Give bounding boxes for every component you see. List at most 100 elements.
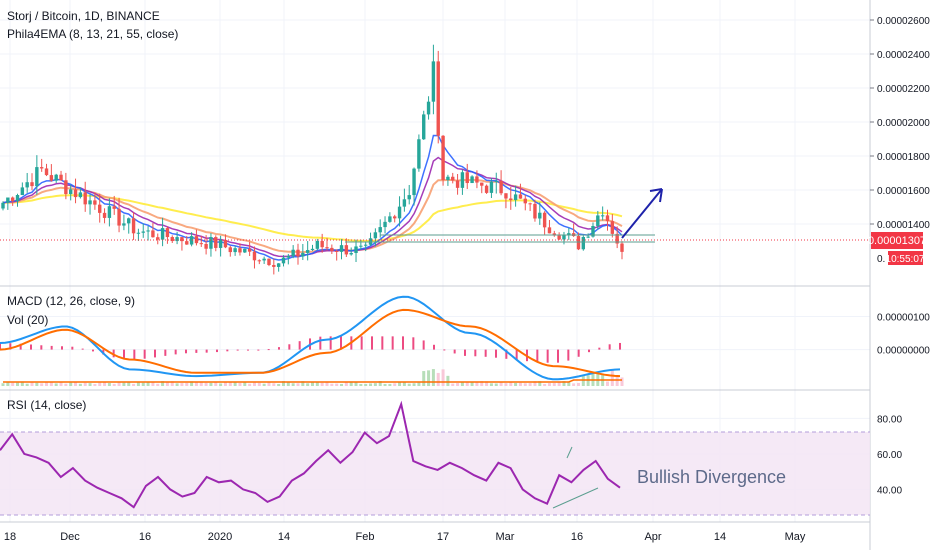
candle-body bbox=[93, 200, 97, 205]
candle-body bbox=[25, 182, 29, 188]
time-tick-label: 14 bbox=[714, 531, 726, 543]
volume-bar bbox=[335, 383, 339, 386]
candle-body bbox=[567, 233, 571, 235]
macd-hist-bar bbox=[61, 346, 63, 350]
rsi-band bbox=[0, 432, 870, 515]
price-tick-label: 0.00002000 bbox=[877, 118, 930, 129]
macd-tick-label: 0.00000100 bbox=[877, 312, 930, 323]
volume-bar bbox=[470, 382, 474, 386]
macd-hist-bar bbox=[557, 349, 559, 363]
candle-body bbox=[98, 204, 102, 213]
volume-bar bbox=[45, 381, 49, 386]
time-tick-label: Feb bbox=[356, 531, 375, 543]
candle-body bbox=[363, 244, 368, 246]
volume-bar bbox=[393, 383, 397, 386]
volume-bar bbox=[475, 381, 479, 386]
volume-bar bbox=[30, 382, 34, 386]
volume-bar bbox=[465, 381, 469, 386]
volume-bar bbox=[175, 383, 179, 386]
volume-bar bbox=[122, 382, 126, 386]
volume-bar bbox=[136, 381, 140, 386]
candle-body bbox=[131, 218, 136, 234]
volume-bar bbox=[533, 381, 537, 386]
candle-body bbox=[475, 176, 479, 183]
macd-hist-bar bbox=[381, 336, 384, 350]
macd-hist-bar bbox=[433, 344, 435, 350]
rsi-tick-label: 80.00 bbox=[877, 414, 902, 425]
candle-body bbox=[218, 239, 223, 248]
volume-bar bbox=[552, 383, 556, 386]
volume-bar bbox=[306, 383, 310, 386]
volume-bar bbox=[509, 381, 513, 386]
candle-body bbox=[455, 180, 460, 188]
vol-legend[interactable]: Vol (20) bbox=[7, 313, 49, 327]
macd-hist-bar bbox=[453, 349, 456, 354]
candle-body bbox=[610, 221, 615, 234]
volume-bar bbox=[233, 382, 237, 386]
candle-body bbox=[349, 252, 353, 255]
ema-legend[interactable]: Phila4EMA (8, 13, 21, 55, close) bbox=[7, 27, 179, 41]
volume-bar bbox=[572, 383, 576, 386]
volume-bar bbox=[127, 382, 131, 386]
volume-bar bbox=[518, 382, 522, 386]
candle-body bbox=[547, 227, 552, 234]
volume-bar bbox=[576, 382, 580, 386]
candle-body bbox=[15, 195, 20, 202]
candle-body bbox=[49, 175, 54, 181]
volume-bar bbox=[523, 383, 527, 386]
volume-bar bbox=[40, 383, 44, 386]
macd-hist-bar bbox=[185, 349, 187, 354]
candle-body bbox=[180, 237, 184, 242]
macd-hist-bar bbox=[515, 349, 518, 361]
symbol-legend[interactable]: Storj / Bitcoin, 1D, BINANCE bbox=[7, 9, 160, 23]
candle-body bbox=[44, 168, 49, 176]
volume-bar bbox=[489, 383, 493, 386]
volume-bar bbox=[557, 381, 561, 386]
candle-body bbox=[615, 233, 619, 244]
candle-body bbox=[6, 197, 10, 203]
candle-body bbox=[528, 203, 532, 205]
candle-body bbox=[441, 135, 445, 180]
volume-bar bbox=[35, 382, 39, 386]
candle-body bbox=[407, 195, 411, 200]
volume-bar bbox=[562, 381, 566, 386]
time-tick-label: 14 bbox=[278, 531, 290, 543]
candle-body bbox=[214, 237, 218, 248]
candle-body bbox=[170, 237, 174, 242]
volume-bar bbox=[378, 381, 382, 386]
candle-body bbox=[257, 260, 262, 262]
volume-bar bbox=[209, 382, 213, 386]
candle-body bbox=[281, 257, 286, 264]
candle-body bbox=[69, 189, 73, 195]
candle-body bbox=[78, 192, 83, 198]
candle-body bbox=[436, 61, 440, 136]
volume-bar bbox=[610, 370, 614, 386]
volume-bar bbox=[344, 381, 348, 386]
volume-bar bbox=[494, 383, 498, 386]
projection-arrow bbox=[621, 188, 663, 239]
candle-body bbox=[402, 199, 407, 207]
time-tick-label: May bbox=[785, 531, 806, 543]
macd-hist-bar bbox=[412, 337, 415, 350]
macd-legend[interactable]: MACD (12, 26, close, 9) bbox=[7, 294, 136, 308]
volume-bar bbox=[78, 383, 82, 386]
time-tick-label: Mar bbox=[496, 531, 515, 543]
candle-body bbox=[83, 192, 87, 205]
rsi-legend[interactable]: RSI (14, close) bbox=[7, 398, 87, 412]
volume-bar bbox=[605, 381, 609, 386]
candle-body bbox=[127, 218, 131, 224]
candle-body bbox=[59, 174, 63, 181]
ema21-layer bbox=[2, 178, 623, 254]
countdown-tag-bg bbox=[888, 251, 923, 265]
macd-hist-bar bbox=[236, 349, 239, 351]
volume-bar bbox=[83, 382, 87, 386]
candle-body bbox=[334, 250, 339, 252]
volume-bar bbox=[146, 381, 150, 386]
macd-hist-bar bbox=[288, 344, 291, 350]
macd-hist-bar bbox=[40, 345, 43, 350]
macd-hist-bar bbox=[567, 349, 570, 361]
volume-bar bbox=[252, 382, 256, 386]
volume-ma-line bbox=[3, 379, 622, 383]
candle-body bbox=[315, 241, 320, 249]
volume-bar bbox=[20, 381, 24, 386]
